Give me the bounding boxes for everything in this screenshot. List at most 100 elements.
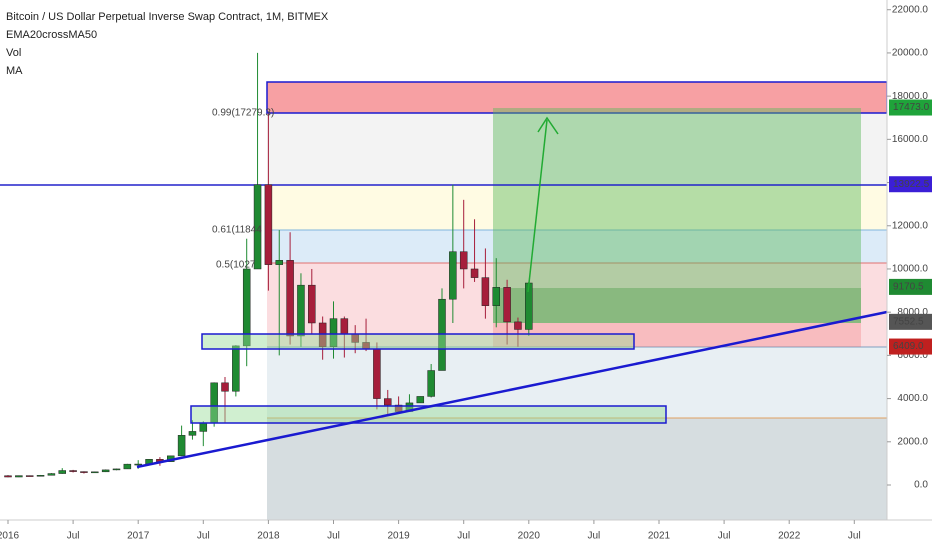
candle-body (232, 345, 240, 392)
support-box (201, 333, 635, 350)
candle-body (199, 422, 208, 432)
arrow (527, 119, 548, 293)
candle-body (15, 475, 23, 478)
trend-line (136, 310, 888, 469)
resistance-zone (266, 81, 888, 114)
candle-body (438, 298, 446, 371)
candle-body (427, 370, 435, 397)
candle-body (514, 321, 522, 330)
x-tick-label: 2016 (0, 531, 20, 542)
candle-body (25, 475, 34, 477)
x-tick-label: Jul (67, 531, 80, 542)
candle-body (492, 287, 500, 306)
price-tag (889, 313, 932, 330)
x-tick-label: 2018 (257, 531, 280, 542)
x-tick-label: Jul (327, 531, 340, 542)
candle-body (394, 404, 403, 412)
x-tick-label: 2020 (518, 531, 541, 542)
candle-body (449, 251, 457, 300)
candle-body (459, 251, 468, 270)
candle-body (275, 260, 283, 265)
y-tick-label: 12000.0 (892, 220, 929, 231)
x-tick-label: Jul (588, 531, 601, 542)
x-tick-label: 2017 (127, 531, 150, 542)
candle-body (221, 382, 229, 392)
candle-body (123, 463, 132, 470)
indicator: EMA20crossMA50 (6, 29, 97, 41)
y-tick-label: 8000.0 (897, 307, 928, 318)
candle-body (481, 277, 490, 306)
fib-band (267, 230, 887, 263)
candle-body (264, 184, 273, 265)
candle-body (91, 471, 99, 474)
candle-body (384, 398, 392, 406)
fib-band (267, 418, 887, 520)
candle-body (329, 318, 338, 347)
price-tag (889, 338, 932, 355)
fib-band (267, 113, 887, 185)
y-tick-label: 10000.0 (892, 264, 929, 275)
y-tick-label: 6000.0 (897, 350, 928, 361)
stop-zone (493, 323, 861, 347)
target-zone (493, 288, 861, 323)
y-tick-label: 0.0 (914, 480, 928, 491)
x-tick-label: 2021 (648, 531, 671, 542)
candle-body (340, 318, 349, 335)
candle-body (470, 268, 479, 278)
target-zone (493, 108, 861, 323)
candle-body (134, 463, 142, 466)
candle-body (318, 322, 327, 347)
candle-body (373, 348, 381, 399)
legend: Bitcoin / US Dollar Perpetual Inverse Sw… (6, 11, 329, 77)
candle-body (112, 468, 121, 471)
x-tick-label: 2019 (387, 531, 410, 542)
price-tag (889, 176, 932, 193)
indicator: MA (6, 65, 23, 77)
price-tag-label: 7552.5 (893, 316, 924, 327)
candle-body (177, 435, 186, 457)
x-tick-label: Jul (848, 531, 861, 542)
candle-body (253, 184, 262, 270)
candle-body (297, 284, 305, 337)
candle-body (503, 287, 511, 323)
fib-label: 0.99(17279.3) (212, 108, 274, 119)
candle-body (36, 475, 45, 477)
price-tag-label: 17473.0 (893, 102, 930, 113)
y-tick-label: 16000.0 (892, 134, 929, 145)
x-tick-label: Jul (197, 531, 210, 542)
price-tag (889, 99, 932, 116)
candle-body (416, 396, 425, 404)
candle-body (242, 268, 251, 347)
title: Bitcoin / US Dollar Perpetual Inverse Sw… (6, 11, 329, 23)
candle-body (188, 431, 197, 436)
candle-body (47, 473, 56, 476)
x-tick-label: Jul (457, 531, 470, 542)
candle-body (308, 284, 316, 324)
y-tick-label: 20000.0 (892, 48, 929, 59)
price-tag-label: 9170.5 (893, 282, 924, 293)
price-tag-label: 13922.5 (893, 179, 930, 190)
candle-body (101, 469, 110, 473)
fib-band (267, 185, 887, 230)
y-tick-label: 2000.0 (897, 436, 928, 447)
x-tick-label: Jul (718, 531, 731, 542)
price-tag (889, 278, 932, 295)
support-box (190, 405, 667, 424)
drawings: 0.99(17279.3) 0.61(11844 0.5(1027 (136, 108, 888, 469)
arrow-head (537, 116, 559, 135)
candle-body (80, 471, 88, 473)
y-tick-label: 18000.0 (892, 91, 929, 102)
price-tag-label: 6409.0 (893, 341, 924, 352)
indicator: Vol (6, 47, 21, 59)
y-tick-label: 4000.0 (897, 393, 928, 404)
candle-body (4, 475, 12, 478)
price-axis (887, 0, 932, 550)
y-tick-label: 22000.0 (892, 4, 929, 15)
fib-label: 0.61(11844 (212, 225, 262, 236)
fib-label: 0.5(1027 (216, 260, 256, 271)
zones (0, 81, 888, 520)
candle-body (69, 470, 77, 472)
candle-body (286, 260, 294, 337)
candle-body (58, 470, 66, 474)
